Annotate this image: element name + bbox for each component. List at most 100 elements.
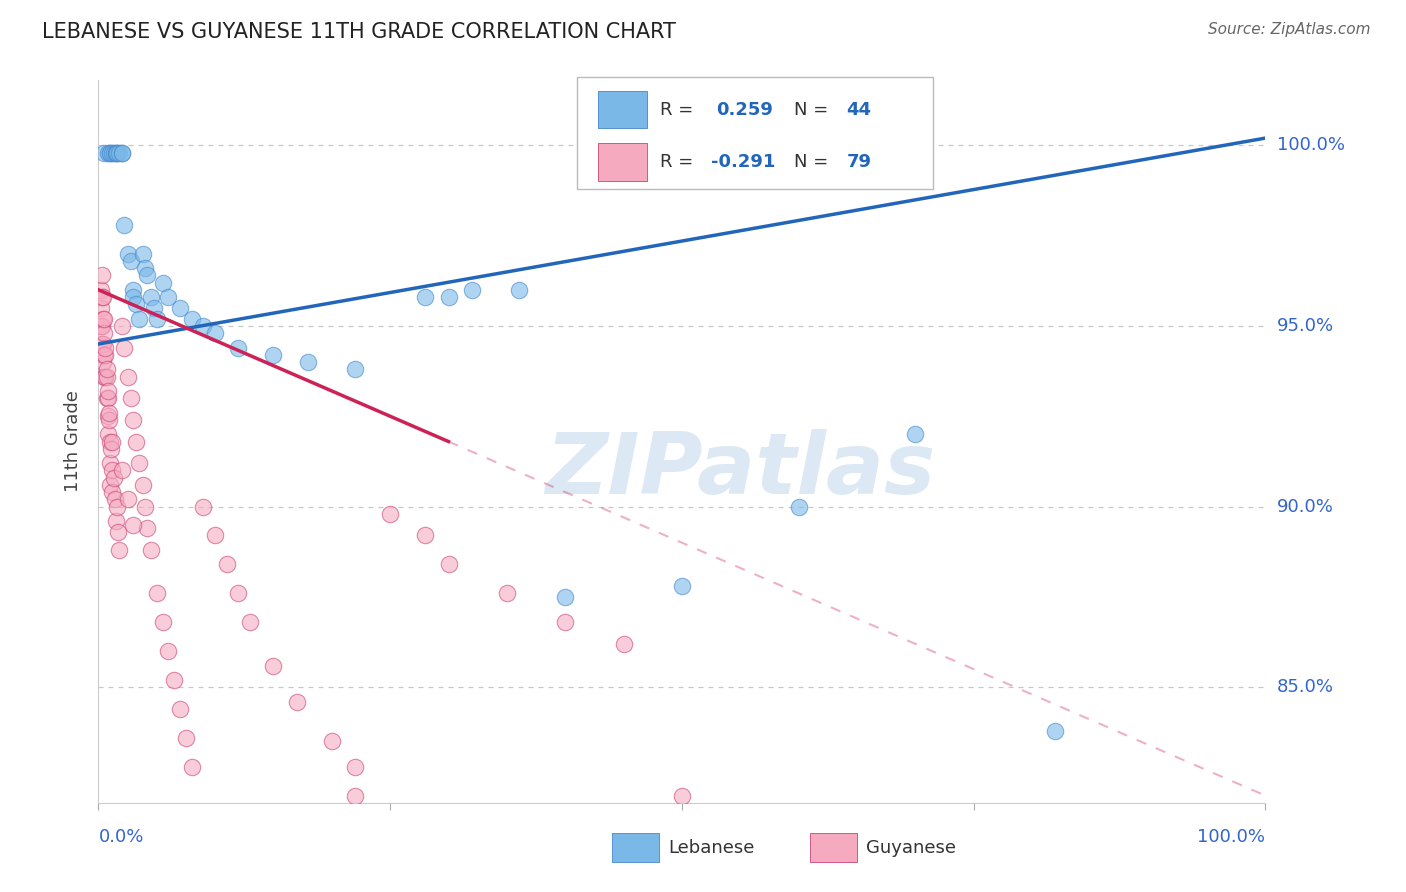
Point bbox=[134, 261, 156, 276]
Point bbox=[112, 218, 135, 232]
Point bbox=[96, 369, 118, 384]
Point bbox=[215, 558, 238, 572]
Point bbox=[132, 478, 155, 492]
Point bbox=[94, 348, 117, 362]
Point bbox=[98, 456, 121, 470]
Point bbox=[97, 409, 120, 424]
Point bbox=[285, 695, 308, 709]
Point bbox=[101, 145, 124, 160]
Point bbox=[125, 297, 148, 311]
Point bbox=[117, 369, 139, 384]
Point bbox=[128, 311, 150, 326]
Text: LEBANESE VS GUYANESE 11TH GRADE CORRELATION CHART: LEBANESE VS GUYANESE 11TH GRADE CORRELAT… bbox=[42, 22, 676, 42]
Point bbox=[101, 463, 124, 477]
Point bbox=[143, 301, 166, 315]
Point bbox=[262, 348, 284, 362]
Point bbox=[128, 456, 150, 470]
Point bbox=[122, 283, 145, 297]
Point bbox=[105, 145, 128, 160]
Point bbox=[228, 586, 250, 600]
Point bbox=[100, 442, 122, 456]
Point bbox=[496, 586, 519, 600]
Point bbox=[98, 145, 121, 160]
Point bbox=[239, 615, 262, 630]
Point bbox=[180, 760, 202, 774]
Point bbox=[228, 341, 250, 355]
Point bbox=[98, 434, 121, 449]
Point bbox=[93, 369, 115, 384]
Point bbox=[101, 434, 124, 449]
Point bbox=[163, 673, 186, 687]
Point bbox=[111, 145, 134, 160]
Point bbox=[97, 145, 120, 160]
Point bbox=[90, 283, 112, 297]
Point bbox=[297, 355, 319, 369]
Point bbox=[97, 391, 120, 405]
Text: ZIPatlas: ZIPatlas bbox=[546, 429, 935, 512]
Point bbox=[157, 290, 180, 304]
Point bbox=[97, 413, 120, 427]
Point bbox=[90, 318, 112, 333]
Text: N =: N = bbox=[794, 153, 834, 171]
Point bbox=[461, 283, 484, 297]
Point bbox=[111, 145, 134, 160]
Point bbox=[122, 290, 145, 304]
Point bbox=[104, 145, 127, 160]
Point bbox=[120, 254, 142, 268]
Point bbox=[554, 615, 576, 630]
Text: -0.291: -0.291 bbox=[711, 153, 776, 171]
Point bbox=[180, 311, 202, 326]
FancyBboxPatch shape bbox=[598, 91, 647, 128]
Point bbox=[97, 406, 120, 420]
Point bbox=[111, 318, 134, 333]
Point bbox=[152, 276, 174, 290]
Point bbox=[146, 586, 169, 600]
Text: Lebanese: Lebanese bbox=[668, 838, 754, 856]
FancyBboxPatch shape bbox=[576, 77, 932, 189]
Point bbox=[93, 326, 115, 341]
Point bbox=[90, 337, 112, 351]
Point bbox=[96, 362, 118, 376]
Point bbox=[174, 731, 197, 745]
Point bbox=[122, 517, 145, 532]
Point bbox=[93, 311, 115, 326]
Point bbox=[157, 644, 180, 658]
Point bbox=[508, 283, 530, 297]
Point bbox=[787, 500, 810, 514]
Y-axis label: 11th Grade: 11th Grade bbox=[65, 391, 83, 492]
Point bbox=[437, 290, 460, 304]
Point bbox=[117, 492, 139, 507]
Point bbox=[554, 590, 576, 604]
Point bbox=[380, 507, 402, 521]
Point bbox=[105, 500, 128, 514]
Point bbox=[136, 521, 159, 535]
Point bbox=[193, 318, 215, 333]
Point bbox=[344, 362, 367, 376]
Point bbox=[262, 658, 284, 673]
Point bbox=[104, 492, 127, 507]
Point bbox=[139, 543, 162, 558]
Point bbox=[117, 246, 139, 260]
Point bbox=[169, 702, 191, 716]
Text: 0.0%: 0.0% bbox=[98, 828, 143, 847]
Point bbox=[98, 478, 121, 492]
Point bbox=[93, 348, 115, 362]
Point bbox=[101, 485, 124, 500]
Point bbox=[122, 413, 145, 427]
Point bbox=[413, 290, 436, 304]
Point bbox=[108, 543, 131, 558]
Point bbox=[671, 138, 693, 153]
Text: 95.0%: 95.0% bbox=[1277, 317, 1334, 334]
Point bbox=[96, 391, 118, 405]
Point bbox=[90, 268, 112, 283]
Point bbox=[112, 341, 135, 355]
Point bbox=[136, 268, 159, 283]
Point bbox=[97, 427, 120, 442]
Point bbox=[93, 145, 115, 160]
Text: 44: 44 bbox=[846, 101, 872, 119]
Text: 100.0%: 100.0% bbox=[1198, 828, 1265, 847]
Point bbox=[321, 734, 343, 748]
Point bbox=[204, 528, 226, 542]
Text: Guyanese: Guyanese bbox=[866, 838, 956, 856]
Point bbox=[98, 145, 121, 160]
